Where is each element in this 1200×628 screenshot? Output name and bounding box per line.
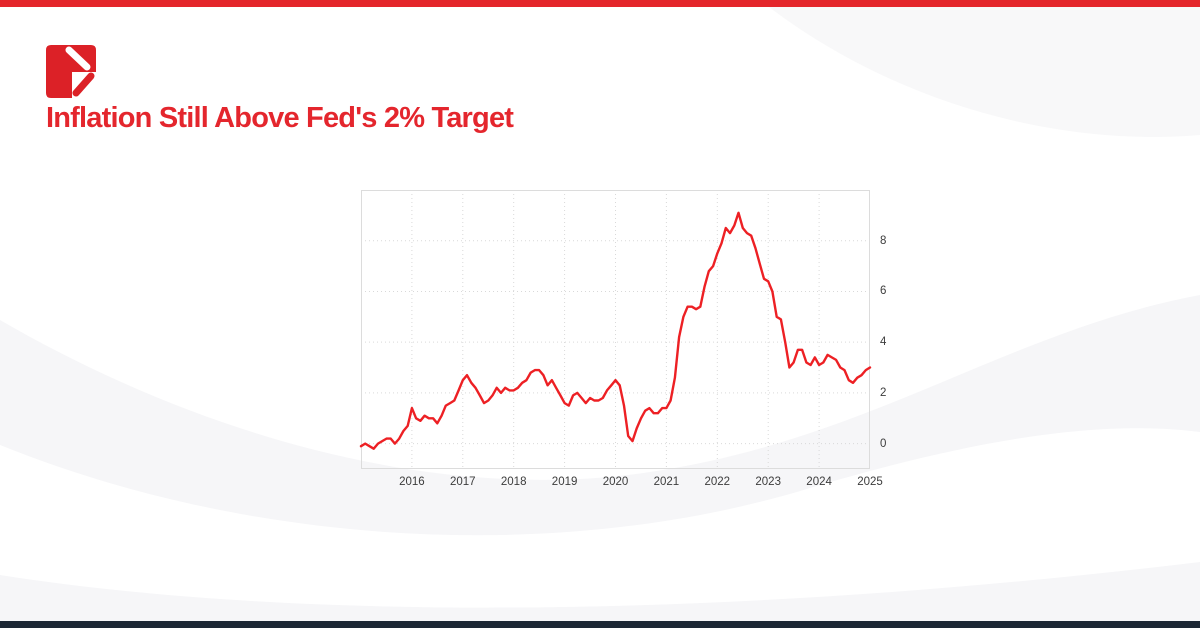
x-axis-tick-label-2016: 2016 [399,476,425,488]
x-axis-tick-label-2024: 2024 [806,476,832,488]
y-axis-tick-label-8: 8 [880,234,887,247]
y-axis-tick-label-2: 2 [880,386,887,399]
brand-logo-icon [46,45,96,98]
x-axis-tick-label-2020: 2020 [602,476,629,488]
x-axis-tick-label-2025: 2025 [857,476,883,488]
x-axis-tick-label-2021: 2021 [653,476,680,488]
y-axis-tick-label-6: 6 [880,285,887,298]
x-axis-tick-label-2017: 2017 [450,476,476,488]
bottom-accent-bar [0,621,1200,628]
top-accent-bar [0,0,1200,7]
plot-frame [361,190,870,469]
x-axis-tick-label-2023: 2023 [755,476,781,488]
x-axis-tick-label-2022: 2022 [704,476,731,488]
y-axis-tick-label-0: 0 [880,437,887,450]
x-axis-tick-label-2018: 2018 [500,476,527,488]
x-axis-tick-label-2019: 2019 [551,476,578,488]
inflation-line-chart: 0 2 4 6 8 2016 2017 2018 2019 2020 2021 2022 2023 20… [359,190,886,488]
chart-plot-area [359,190,872,469]
y-axis-tick-label-4: 4 [880,336,887,349]
page-title: Inflation Still Above Fed's 2% Target [46,102,514,134]
inflation-series-line [359,211,872,450]
